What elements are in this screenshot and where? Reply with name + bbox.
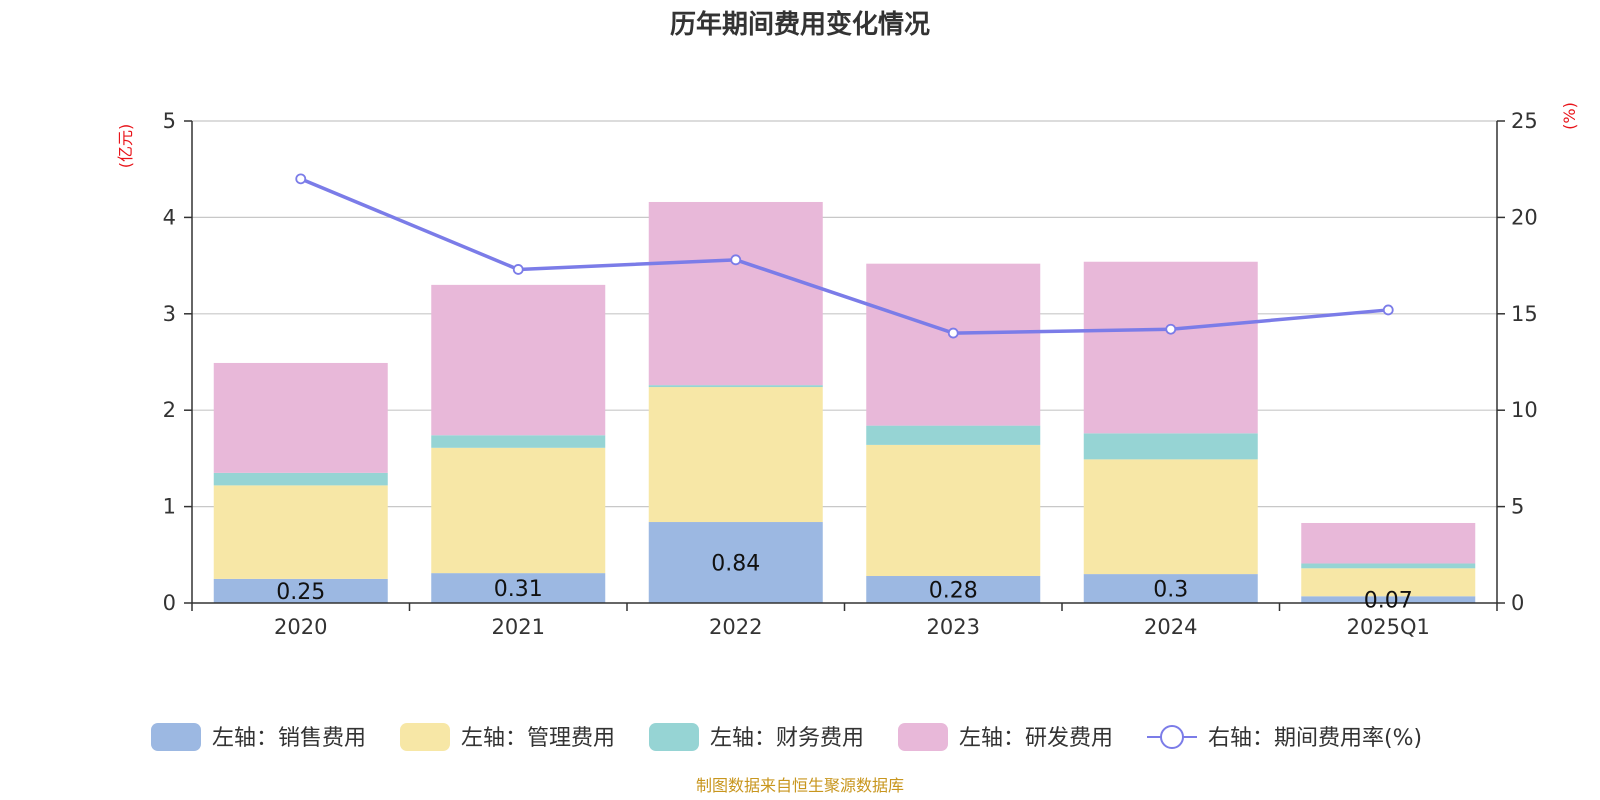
bar-segment-2024-3 bbox=[1083, 261, 1258, 434]
line-path-rate bbox=[300, 177, 1389, 335]
bar-segment-2020-0 bbox=[213, 578, 388, 603]
x-tick-label: 2022 bbox=[709, 615, 762, 639]
x-tick-label: 2020 bbox=[274, 615, 327, 639]
line-series bbox=[295, 173, 1394, 339]
bar-segment-2024-1 bbox=[1083, 459, 1258, 575]
right-tick-label: 10 bbox=[1511, 398, 1538, 422]
chart-title: 历年期间费用变化情况 bbox=[670, 9, 930, 40]
x-tick-label: 2021 bbox=[492, 615, 545, 639]
bar-segment-2022-3 bbox=[648, 201, 823, 386]
right-tick-label: 5 bbox=[1511, 495, 1524, 519]
bar-segment-2020-3 bbox=[213, 362, 388, 473]
bar-segment-2023-2 bbox=[866, 425, 1041, 445]
data-label: 0.07 bbox=[1364, 589, 1413, 614]
bar-segment-2020-2 bbox=[213, 472, 388, 486]
left-tick-label: 0 bbox=[163, 591, 176, 615]
left-axis-unit: (亿元) bbox=[116, 124, 135, 169]
legend-label-1: 左轴：管理费用 bbox=[461, 726, 615, 751]
bar-segment-2020-1 bbox=[213, 485, 388, 579]
bar-segment-2023-1 bbox=[866, 444, 1041, 577]
bar-segment-2021-3 bbox=[431, 284, 606, 436]
bar-segment-2025Q1-0 bbox=[1301, 596, 1476, 603]
line-point-2021 bbox=[512, 264, 524, 275]
right-axis-unit: (%) bbox=[1560, 102, 1579, 130]
bar-segment-2024-2 bbox=[1083, 433, 1258, 460]
right-tick-label: 15 bbox=[1511, 302, 1538, 326]
legend-swatch-3 bbox=[898, 723, 948, 751]
line-point-2025Q1 bbox=[1382, 304, 1394, 316]
bar-segment-2021-0 bbox=[431, 573, 606, 603]
x-tick-label: 2023 bbox=[927, 615, 980, 639]
left-tick-label: 2 bbox=[163, 398, 176, 422]
grid-lines bbox=[192, 120, 1497, 508]
x-tick-label: 2025Q1 bbox=[1347, 615, 1430, 639]
line-point-2023 bbox=[947, 327, 959, 339]
right-tick-label: 20 bbox=[1511, 205, 1538, 229]
data-label: 0.28 bbox=[929, 579, 978, 604]
legend-swatch-2 bbox=[649, 723, 699, 751]
data-labels: 0.25 0.31 0.84 0.28 0.3 0.07 bbox=[276, 552, 1412, 614]
bar-segment-2022-2 bbox=[648, 385, 823, 388]
bar-segment-2021-1 bbox=[431, 447, 606, 574]
bar-segment-2025Q1-2 bbox=[1301, 563, 1476, 569]
left-tick-label: 5 bbox=[163, 109, 176, 133]
legend-label-0: 左轴：销售费用 bbox=[212, 726, 366, 751]
legend[interactable]: 左轴：销售费用 左轴：管理费用 左轴：财务费用 左轴：研发费用 右轴：期间费用率(%) bbox=[151, 723, 1422, 751]
data-label: 0.25 bbox=[276, 580, 325, 605]
bar-segment-2022-0 bbox=[648, 522, 823, 603]
data-label: 0.3 bbox=[1153, 578, 1188, 603]
bar-segment-2022-1 bbox=[648, 387, 823, 523]
bar-series bbox=[213, 201, 1476, 603]
bar-segment-2025Q1-3 bbox=[1301, 522, 1476, 564]
right-tick-label: 0 bbox=[1511, 591, 1524, 615]
source-note: 制图数据来自恒生聚源数据库 bbox=[696, 776, 904, 795]
left-tick-label: 4 bbox=[163, 205, 176, 229]
line-point-2020 bbox=[295, 173, 307, 185]
bar-segment-2023-3 bbox=[866, 263, 1041, 426]
bar-segment-2023-0 bbox=[866, 576, 1041, 603]
legend-label-3: 左轴：研发费用 bbox=[959, 726, 1113, 751]
left-tick-label: 1 bbox=[163, 495, 176, 519]
data-label: 0.84 bbox=[711, 552, 760, 577]
legend-label-2: 左轴：财务费用 bbox=[710, 726, 864, 751]
left-tick-label: 3 bbox=[163, 302, 176, 326]
line-point-2022 bbox=[730, 254, 742, 266]
legend-swatch-0 bbox=[151, 723, 201, 751]
legend-swatch-1 bbox=[400, 723, 450, 751]
line-point-2024 bbox=[1165, 323, 1177, 335]
bar-segment-2021-2 bbox=[431, 435, 606, 448]
data-label: 0.31 bbox=[494, 577, 543, 602]
bar-segment-2024-0 bbox=[1083, 574, 1258, 603]
legend-circle-swatch bbox=[1160, 725, 1184, 749]
right-tick-label: 25 bbox=[1511, 109, 1538, 133]
bar-segment-2025Q1-1 bbox=[1301, 568, 1476, 597]
legend-label-4: 右轴：期间费用率(%) bbox=[1208, 726, 1422, 751]
x-tick-label: 2024 bbox=[1144, 615, 1197, 639]
